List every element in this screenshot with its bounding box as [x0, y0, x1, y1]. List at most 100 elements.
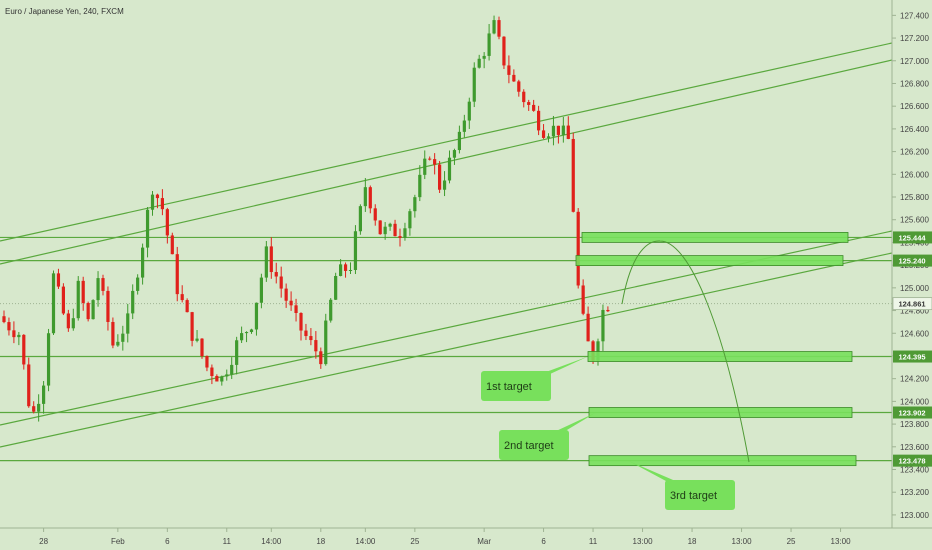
candle-body [165, 209, 169, 236]
candle-body [571, 138, 575, 212]
candle-body [264, 246, 268, 278]
candle-body [37, 403, 41, 412]
time-tick-label: 6 [165, 537, 170, 546]
candle-body [581, 285, 585, 314]
candle-body [17, 334, 21, 338]
candle-body [7, 322, 11, 331]
time-tick-label: Feb [111, 537, 125, 546]
candle-body [205, 356, 209, 368]
candle-body [220, 376, 224, 382]
candle-body [502, 36, 506, 66]
level-price-badge [893, 350, 932, 363]
candle-body [215, 376, 219, 382]
candle-body [442, 180, 447, 190]
target-callout[interactable]: 2nd target [499, 412, 596, 460]
candle-body [358, 206, 362, 232]
trend-channel-line[interactable] [0, 252, 893, 448]
candle-body [32, 406, 36, 412]
target-zone[interactable] [587, 351, 853, 362]
candle-body [136, 277, 140, 291]
candle-body [284, 288, 288, 301]
candle-body [240, 333, 244, 341]
candle-body [190, 312, 194, 341]
candle-body [160, 198, 164, 210]
price-tick-label: 126.400 [900, 125, 929, 134]
candle-body [343, 264, 348, 271]
candle-body [378, 220, 382, 235]
candle-body [56, 273, 61, 287]
candle-body [586, 313, 590, 342]
target-zone[interactable] [588, 455, 857, 467]
level-price-label: 123.478 [898, 457, 925, 466]
candle-body [462, 120, 466, 132]
candle-body [383, 226, 387, 235]
candle-body [131, 290, 135, 314]
price-tick-label: 125.600 [900, 216, 929, 225]
time-tick-label: 18 [316, 537, 325, 546]
candle-body [145, 209, 150, 248]
candle-body [373, 208, 377, 221]
candle-body [329, 299, 333, 321]
target-callout[interactable]: 3rd target [628, 460, 735, 510]
candle-body [309, 336, 313, 341]
candle-body [2, 316, 6, 323]
candle-body [324, 320, 328, 365]
level-price-badge [893, 454, 932, 467]
candle-body [452, 150, 457, 158]
candle-body [537, 110, 541, 131]
candle-body [482, 55, 486, 59]
candle-body [428, 158, 432, 160]
price-tick-label: 123.400 [900, 466, 929, 475]
candle-body [551, 125, 556, 137]
level-price-label: 124.395 [898, 353, 925, 362]
trend-channel-line[interactable] [0, 42, 893, 242]
candle-body [304, 330, 308, 337]
price-tick-label: 126.600 [900, 102, 929, 111]
time-tick-label: 25 [787, 537, 796, 546]
candle-body [339, 264, 343, 276]
time-tick-label: 28 [39, 537, 48, 546]
level-price-badge [893, 254, 932, 267]
price-tick-label: 125.000 [900, 284, 929, 293]
candle-body [150, 194, 155, 210]
candle-body [472, 67, 476, 102]
callout-pointer [508, 356, 588, 386]
target-zone[interactable] [581, 232, 849, 243]
time-tick-label: 18 [688, 537, 697, 546]
candle-body [353, 231, 358, 270]
time-tick-label: Mar [477, 537, 491, 546]
price-tick-label: 124.200 [900, 375, 929, 384]
callout-label: 2nd target [504, 440, 554, 452]
target-zone[interactable] [588, 407, 853, 418]
target-zone[interactable] [575, 255, 844, 266]
time-axis[interactable]: 28 Feb 6 11 14:00 18 14:00 25 Mar 6 11 13:00 18 13:00… [39, 528, 851, 546]
price-tick-label: 124.800 [900, 307, 929, 316]
candle-body [225, 374, 229, 377]
level-price-label: 123.902 [898, 409, 925, 418]
price-axis[interactable]: 127.400 127.200 127.000 126.800 126.600 126.4… [892, 11, 932, 520]
target-callout[interactable]: 1st target [481, 356, 588, 401]
candle-body [606, 309, 610, 312]
candle-body [259, 277, 263, 303]
candle-body [12, 330, 16, 338]
candle-body [398, 236, 402, 238]
projection-path [621, 240, 750, 463]
price-tick-label: 127.400 [900, 11, 929, 20]
candle-body [81, 280, 85, 304]
candle-body [71, 318, 75, 329]
callout-box [499, 430, 569, 460]
level-price-label: 125.240 [898, 257, 925, 266]
candle-body [413, 197, 417, 212]
candle-body [106, 290, 110, 322]
time-tick-label: 13:00 [831, 537, 852, 546]
time-tick-label: 11 [589, 537, 598, 546]
candle-body [254, 302, 259, 330]
candle-body [423, 158, 427, 175]
candle-series [2, 15, 610, 422]
candle-body [126, 313, 130, 334]
candle-body [433, 159, 437, 165]
candle-body [541, 130, 546, 138]
candle-body [546, 136, 551, 138]
callout-label: 1st target [486, 381, 532, 393]
